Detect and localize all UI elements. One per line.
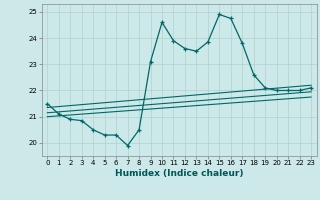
X-axis label: Humidex (Indice chaleur): Humidex (Indice chaleur): [115, 169, 244, 178]
